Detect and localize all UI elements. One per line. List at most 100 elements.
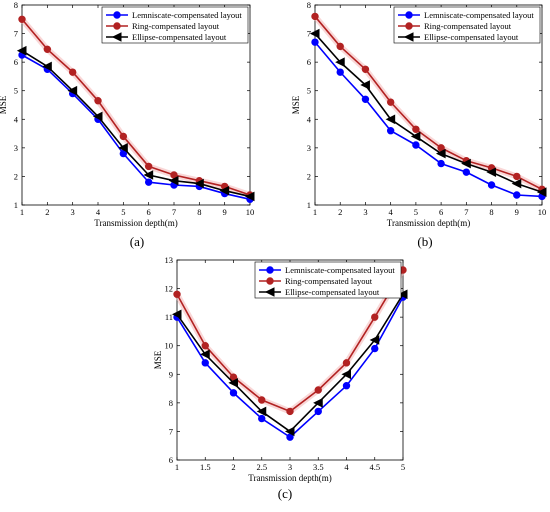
data-point (171, 309, 182, 320)
data-point (309, 28, 320, 39)
x-tick-label: 5 (401, 462, 405, 472)
x-tick-label: 5 (414, 207, 418, 217)
x-axis-label: Transmission depth(m) (248, 473, 331, 483)
data-point (258, 396, 266, 404)
y-tick-label: 8 (169, 398, 173, 408)
x-tick-label: 1.5 (200, 462, 211, 472)
y-tick-label: 1 (14, 200, 18, 210)
legend-entry: Ring-compensated layout (285, 276, 373, 286)
chart-panel-3: 1 1.5 2 2.5 3 3.5 4 4.5 5 6 7 8 9 10 11 12 13 Transmissio… (153, 255, 408, 501)
y-tick-label: 1 (307, 200, 311, 210)
x-tick-label: 3 (288, 462, 292, 472)
y-tick-label: 6 (14, 57, 18, 67)
data-point (314, 386, 322, 394)
y-tick-label: 7 (307, 29, 311, 39)
legend-entry: Ring-compensated layout (132, 21, 220, 31)
data-point (43, 45, 52, 53)
y-tick-label: 13 (165, 255, 174, 265)
data-point (228, 378, 238, 388)
legend-entry: Lemniscate-compensated layout (424, 10, 534, 20)
x-tick-label: 1 (20, 207, 24, 217)
plot-frame (314, 4, 543, 206)
legend-entry: Ellipse-compensated layout (424, 32, 519, 42)
y-axis-label: MSE (153, 350, 163, 369)
x-tick-label: 10 (538, 207, 547, 217)
data-point (410, 131, 421, 142)
x-tick-label: 8 (197, 207, 201, 217)
x-tick-label: 3.5 (313, 462, 324, 472)
data-point (201, 359, 209, 367)
series-2 (18, 15, 254, 199)
data-point (513, 172, 521, 181)
series-line (21, 54, 251, 201)
x-axis-label: Transmission depth(m) (387, 218, 470, 228)
legend-entry: Ellipse-compensated layout (132, 32, 227, 42)
data-point (258, 414, 266, 423)
plot-frame (21, 4, 251, 206)
y-tick-label: 8 (14, 0, 18, 10)
chart-panel-1: 1 2 3 4 5 6 7 8 9 10 1 2 3 4 5 6 7 8 Transmission depth(m)… (0, 0, 255, 249)
x-tick-label: 1 (313, 207, 317, 217)
series-3 (309, 28, 547, 197)
data-point (511, 178, 522, 189)
y-tick-label: 7 (14, 29, 18, 39)
data-point (18, 15, 26, 23)
x-tick-label: 4 (389, 207, 394, 217)
series-line (314, 15, 543, 190)
data-point (462, 168, 471, 176)
y-tick-label: 12 (165, 284, 174, 294)
y-tick-label: 8 (307, 0, 311, 10)
data-point (256, 406, 267, 417)
data-point (342, 382, 351, 390)
data-point (361, 95, 370, 103)
data-point (16, 45, 27, 56)
x-tick-label: 7 (172, 207, 176, 217)
data-point (341, 369, 351, 380)
data-point (412, 125, 420, 133)
data-point (371, 344, 379, 353)
data-point (335, 57, 345, 67)
legend: Lemniscate-compensated layoutRing-compen… (101, 6, 249, 44)
x-tick-label: 2 (338, 207, 342, 217)
x-axis-label: Transmission depth(m) (94, 218, 177, 228)
y-tick-label: 5 (307, 86, 311, 96)
series-3 (16, 45, 255, 202)
x-tick-label: 8 (489, 207, 493, 217)
data-point (67, 85, 78, 96)
data-point (437, 159, 445, 168)
legend-entry: Ellipse-compensated layout (285, 287, 380, 297)
panel-label: (b) (417, 234, 432, 249)
x-tick-label: 9 (515, 207, 519, 217)
data-point (412, 141, 420, 149)
y-tick-label: 4 (307, 114, 312, 124)
legend-entry: Lemniscate-compensated layout (132, 10, 242, 20)
x-tick-label: 5 (121, 207, 125, 217)
data-point (244, 191, 255, 202)
legend-marker (113, 22, 121, 30)
y-axis-label: MSE (0, 95, 8, 114)
y-tick-label: 10 (165, 341, 174, 351)
data-point (229, 389, 238, 397)
legend-entry: Ring-compensated layout (424, 21, 512, 31)
x-tick-label: 2.5 (256, 462, 267, 472)
data-point (200, 349, 210, 360)
legend-marker (405, 22, 413, 30)
series-3 (171, 289, 408, 437)
data-point (144, 162, 153, 171)
y-tick-label: 6 (307, 57, 311, 67)
data-point (536, 187, 547, 197)
y-tick-label: 3 (307, 143, 311, 153)
data-point (385, 114, 396, 125)
series-2 (173, 266, 407, 416)
legend-marker (403, 32, 414, 42)
x-tick-label: 1 (175, 462, 179, 472)
data-point (369, 335, 380, 345)
legend: Lemniscate-compensated layoutRing-compen… (254, 261, 402, 299)
data-point (461, 158, 471, 169)
series-1 (18, 51, 254, 203)
x-tick-label: 6 (439, 207, 443, 217)
x-tick-label: 7 (464, 207, 468, 217)
data-point (94, 97, 102, 105)
x-tick-label: 2 (45, 207, 49, 217)
data-point (336, 42, 344, 51)
